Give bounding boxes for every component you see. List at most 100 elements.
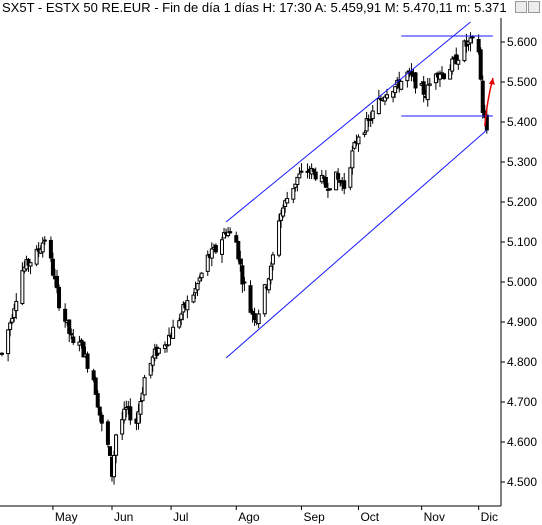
ohlc-bar-body <box>256 313 261 325</box>
y-tick-label: 4.900 <box>507 315 537 329</box>
ohlc-bar-body <box>352 142 357 149</box>
ohlc-bar-body <box>140 392 145 402</box>
x-tick-label: Sep <box>303 510 325 524</box>
ohlc-bar-body <box>456 59 461 65</box>
channel-upper-line <box>225 21 471 223</box>
ohlc-bar-body <box>425 84 430 101</box>
ohlc-bar-body <box>199 272 204 279</box>
ohlc-bar-body <box>67 319 72 334</box>
ohlc-bar-body <box>156 347 161 354</box>
ohlc-bar-body <box>281 207 286 217</box>
ohlc-bar-body <box>81 341 86 358</box>
ohlc-bar-body <box>185 300 190 311</box>
ohlc-bar-body <box>285 198 290 204</box>
close-button[interactable] <box>528 1 540 13</box>
ohlc-bar-body <box>336 173 341 180</box>
ohlc-bar-body <box>50 258 55 276</box>
ohlc-bar-body <box>138 401 143 415</box>
ohlc-bar-body <box>399 80 404 90</box>
ohlc-bar-body <box>299 170 304 173</box>
ohlc-bar-body <box>382 96 387 102</box>
ohlc-bar-body <box>311 168 316 172</box>
ohlc-bar-body <box>295 176 300 185</box>
ohlc-bar-body <box>266 278 271 291</box>
ohlc-bar-body <box>69 333 74 336</box>
ohlc-bar-body <box>209 248 214 259</box>
ohlc-bar-body <box>112 454 117 478</box>
ohlc-bar-body <box>162 344 167 349</box>
x-tick-label: Nov <box>424 510 445 524</box>
ohlc-bar-body <box>107 446 112 456</box>
ohlc-bar-body <box>240 265 245 285</box>
ohlc-bar-body <box>376 98 381 115</box>
ohlc-bar-body <box>99 414 104 424</box>
y-tick-label: 5.400 <box>507 115 537 129</box>
ohlc-bar-body <box>391 91 396 98</box>
ohlc-bar-body <box>454 54 459 65</box>
ohlc-bar-body <box>370 110 375 120</box>
x-tick-label: Ago <box>238 510 260 524</box>
ohlc-bar-body <box>413 72 418 89</box>
x-tick-label: Jun <box>114 510 133 524</box>
ohlc-bar-body <box>442 73 447 80</box>
ohlc-bar-body <box>28 262 33 267</box>
ohlc-bar-body <box>350 150 355 169</box>
arrow-shaft <box>484 77 494 127</box>
ohlc-bar-body <box>142 377 147 396</box>
ohlc-bar-body <box>437 73 442 80</box>
ohlc-bar-body <box>191 294 196 303</box>
ohlc-bar-body <box>181 304 186 313</box>
ohlc-bar-body <box>20 270 25 305</box>
ohlc-bar-body <box>448 69 453 80</box>
minimize-button[interactable] <box>515 1 527 13</box>
ohlc-bar-body <box>193 288 198 294</box>
ohlc-bar-body <box>0 352 4 355</box>
ohlc-bar-body <box>77 341 82 346</box>
ohlc-bar-body <box>40 242 45 253</box>
y-tick-label: 5.300 <box>507 155 537 169</box>
y-tick-label: 4.800 <box>507 355 537 369</box>
ohlc-bar-body <box>334 171 339 191</box>
ohlc-bar-body <box>148 362 153 376</box>
ohlc-bar-body <box>268 265 273 281</box>
ohlc-bar-body <box>179 313 184 320</box>
y-tick-label: 4.500 <box>507 475 537 489</box>
ohlc-bar-body <box>250 311 255 315</box>
ohlc-bar-body <box>136 411 141 424</box>
ohlc-bar-body <box>462 40 467 62</box>
x-tick-label: Oct <box>360 510 379 524</box>
ohlc-bar-body <box>57 286 62 309</box>
ohlc-bar-body <box>220 239 224 255</box>
ohlc-bar-body <box>362 132 367 135</box>
ohlc-bar-body <box>338 180 343 183</box>
ohlc-bar-body <box>195 283 200 291</box>
ohlc-bar-body <box>262 284 267 315</box>
ohlc-bar-body <box>79 339 84 342</box>
ohlc-bar-body <box>270 254 275 265</box>
ohlc-bar-body <box>364 118 369 132</box>
ohlc-bar-body <box>71 336 76 343</box>
ohlc-bar-body <box>124 407 129 410</box>
ohlc-bar-body <box>105 421 110 445</box>
ohlc-bar-body <box>205 254 210 272</box>
y-tick-label: 4.600 <box>507 435 537 449</box>
y-tick-label: 5.000 <box>507 275 537 289</box>
ohlc-bar-body <box>476 39 481 53</box>
ohlc-bar-body <box>283 200 288 207</box>
y-tick-label: 5.100 <box>507 235 537 249</box>
ohlc-bar-body <box>236 240 241 260</box>
ohlc-bar-body <box>248 285 253 313</box>
ohlc-bar-body <box>122 408 127 421</box>
ohlc-bar-body <box>323 176 328 188</box>
ohlc-bar-body <box>63 308 68 322</box>
ohlc-bar-body <box>279 213 284 221</box>
ohlc-bar-body <box>114 434 119 456</box>
ohlc-bar-body <box>213 244 218 253</box>
ohlc-bar-body <box>12 308 17 318</box>
ohlc-bar-body <box>120 419 125 435</box>
ohlc-bar-body <box>34 248 39 265</box>
arrow-head <box>488 78 495 85</box>
channel-lower-line <box>225 129 488 359</box>
